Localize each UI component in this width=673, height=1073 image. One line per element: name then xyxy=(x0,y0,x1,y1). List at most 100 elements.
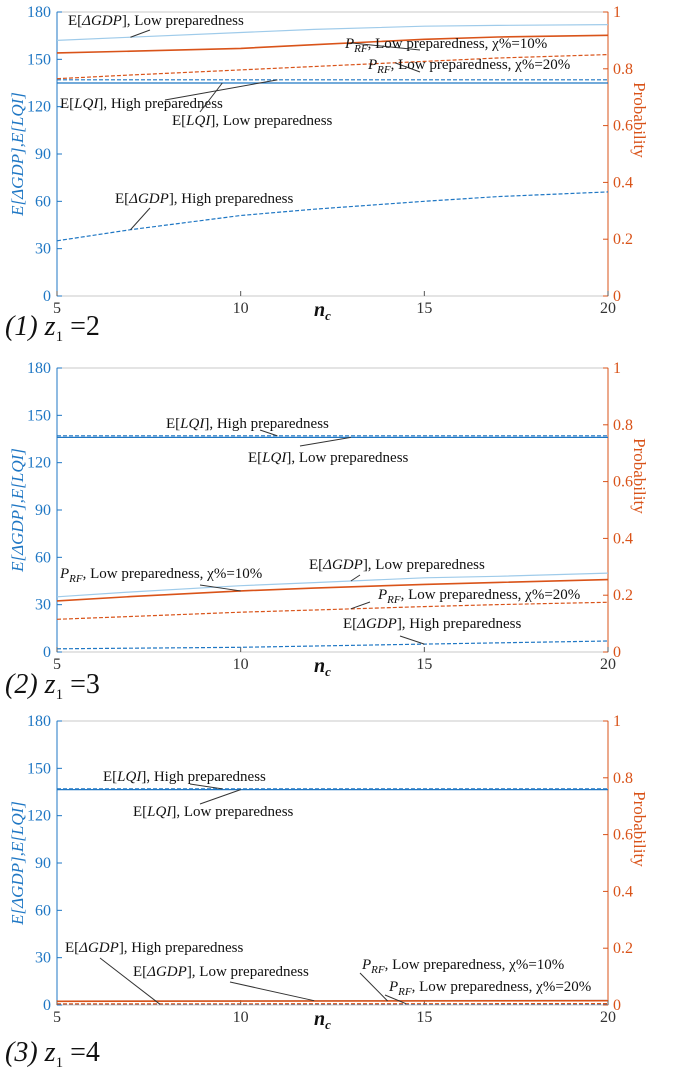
annotation-label-part: ], Low preparedness xyxy=(286,450,408,466)
x-axis-label-part: c xyxy=(325,308,331,323)
annotation-label-part: RF xyxy=(68,573,83,585)
left-tick-label: 30 xyxy=(35,241,51,258)
annotation-label: E[LQI], Low preparedness xyxy=(248,450,409,466)
right-tick-label: 0.4 xyxy=(613,883,633,900)
panel-caption: (2) z1 =3 xyxy=(5,669,100,703)
x-tick-label: 20 xyxy=(600,300,616,317)
right-tick-label: 0.8 xyxy=(613,770,633,787)
annotation-label: E[LQI], Low preparedness xyxy=(133,804,294,820)
left-tick-label: 90 xyxy=(35,146,51,163)
panel-caption-part: z xyxy=(44,1037,56,1068)
panel-caption-part: (1) xyxy=(5,311,45,342)
right-tick-label: 0.2 xyxy=(613,587,633,604)
annotation-label-part: E[ xyxy=(248,450,262,466)
annotation-label-part: ΔGDP xyxy=(322,557,363,573)
left-tick-label: 90 xyxy=(35,502,51,519)
annotation-label: E[ΔGDP], Low preparedness xyxy=(309,557,485,573)
left-tick-label: 0 xyxy=(43,288,51,305)
annotation-label-part: P xyxy=(388,979,398,995)
annotation-label-part: , Low preparedness, χ%=10% xyxy=(368,36,548,52)
annotation-label-part: , Low preparedness, χ%=10% xyxy=(385,957,565,973)
panel-caption-part: 1 xyxy=(56,687,64,703)
annotation-label-part: E[ xyxy=(166,416,180,432)
annotation-label: PRF, Low preparedness, χ%=20% xyxy=(367,57,570,76)
annotation-leader xyxy=(399,635,425,645)
annotation-label-part: ΔGDP xyxy=(78,940,119,956)
x-tick-label: 15 xyxy=(416,656,432,673)
annotation-label: E[ΔGDP], Low preparedness xyxy=(133,964,309,980)
x-tick-label: 10 xyxy=(233,656,249,673)
annotation-label-part: RF xyxy=(376,64,391,76)
annotation-label-part: E[ xyxy=(103,769,117,785)
x-axis-label: nc xyxy=(314,1008,331,1032)
annotation-label-part: ], High preparedness xyxy=(119,940,244,956)
annotation-label-part: E[ xyxy=(60,96,74,112)
annotation-label: E[ΔGDP], High preparedness xyxy=(65,940,244,956)
annotation-label: E[LQI], High preparedness xyxy=(60,96,223,112)
annotation-label: E[LQI], High preparedness xyxy=(166,416,329,432)
left-tick-label: 30 xyxy=(35,950,51,967)
left-tick-label: 180 xyxy=(27,4,51,21)
annotation-leader xyxy=(259,429,278,437)
annotation-label-part: LQI xyxy=(179,416,205,432)
panel-caption: (3) z1 =4 xyxy=(5,1037,100,1071)
right-tick-label: 0.6 xyxy=(613,474,633,491)
annotation-label-part: ], Low preparedness xyxy=(363,557,485,573)
annotation-label: E[ΔGDP], High preparedness xyxy=(343,616,522,632)
panel-caption-part: 1 xyxy=(56,1055,64,1071)
annotation-leader xyxy=(229,981,315,1002)
annotation-label-part: LQI xyxy=(185,113,211,129)
annotation-label-part: ΔGDP xyxy=(128,191,169,207)
annotation-label-part: ], High preparedness xyxy=(141,769,266,785)
annotation-label-part: ΔGDP xyxy=(81,13,122,29)
left-tick-label: 0 xyxy=(43,997,51,1014)
x-tick-label: 15 xyxy=(416,300,432,317)
right-tick-label: 0 xyxy=(613,288,621,305)
y-axis-left-label: E[ΔGDP],E[LQI] xyxy=(8,92,27,217)
annotation-label: E[LQI], High preparedness xyxy=(103,769,266,785)
annotation-label-part: E[ xyxy=(172,113,186,129)
annotation-leader xyxy=(350,601,371,610)
x-tick-label: 20 xyxy=(600,1009,616,1026)
annotation-label-part: E[ xyxy=(68,13,82,29)
left-tick-label: 150 xyxy=(27,51,51,68)
annotation-label-part: ], High preparedness xyxy=(98,96,223,112)
annotation-leader xyxy=(189,783,223,790)
annotation-label-part: ΔGDP xyxy=(356,616,397,632)
annotation-leader xyxy=(299,436,351,447)
annotation-label: PRF, Low preparedness, χ%=20% xyxy=(377,587,580,606)
right-tick-label: 0.6 xyxy=(613,118,633,135)
right-tick-label: 0 xyxy=(613,997,621,1014)
annotation-label-part: E[ xyxy=(65,940,79,956)
annotation-label-part: P xyxy=(377,587,387,603)
annotation-label-part: , Low preparedness, χ%=20% xyxy=(401,587,581,603)
x-axis-label-part: c xyxy=(325,664,331,679)
annotation-leader xyxy=(350,42,421,51)
right-tick-label: 1 xyxy=(613,360,621,377)
y-axis-right-label: Probability xyxy=(630,791,649,867)
right-tick-label: 0.2 xyxy=(613,940,633,957)
panel-caption-part: =2 xyxy=(63,311,100,342)
annotation-label-part: RF xyxy=(397,986,412,998)
left-tick-label: 120 xyxy=(27,455,51,472)
panel-caption-part: =3 xyxy=(63,669,100,700)
series-line-5 xyxy=(56,34,609,54)
left-tick-label: 60 xyxy=(35,549,51,566)
x-tick-label: 10 xyxy=(233,1009,249,1026)
annotation-leader xyxy=(130,29,151,38)
left-tick-label: 180 xyxy=(27,713,51,730)
annotation-label-part: RF xyxy=(353,43,368,55)
series-line-5 xyxy=(56,578,609,602)
right-tick-label: 0.4 xyxy=(613,174,633,191)
right-tick-label: 0.8 xyxy=(613,61,633,78)
right-tick-label: 1 xyxy=(613,713,621,730)
left-tick-label: 60 xyxy=(35,902,51,919)
annotation-label-part: RF xyxy=(370,964,385,976)
annotation-label-part: , Low preparedness, χ%=10% xyxy=(83,566,263,582)
panel-caption: (1) z1 =2 xyxy=(5,311,100,345)
left-tick-label: 0 xyxy=(43,644,51,661)
y-axis-left-label: E[ΔGDP],E[LQI] xyxy=(8,801,27,926)
